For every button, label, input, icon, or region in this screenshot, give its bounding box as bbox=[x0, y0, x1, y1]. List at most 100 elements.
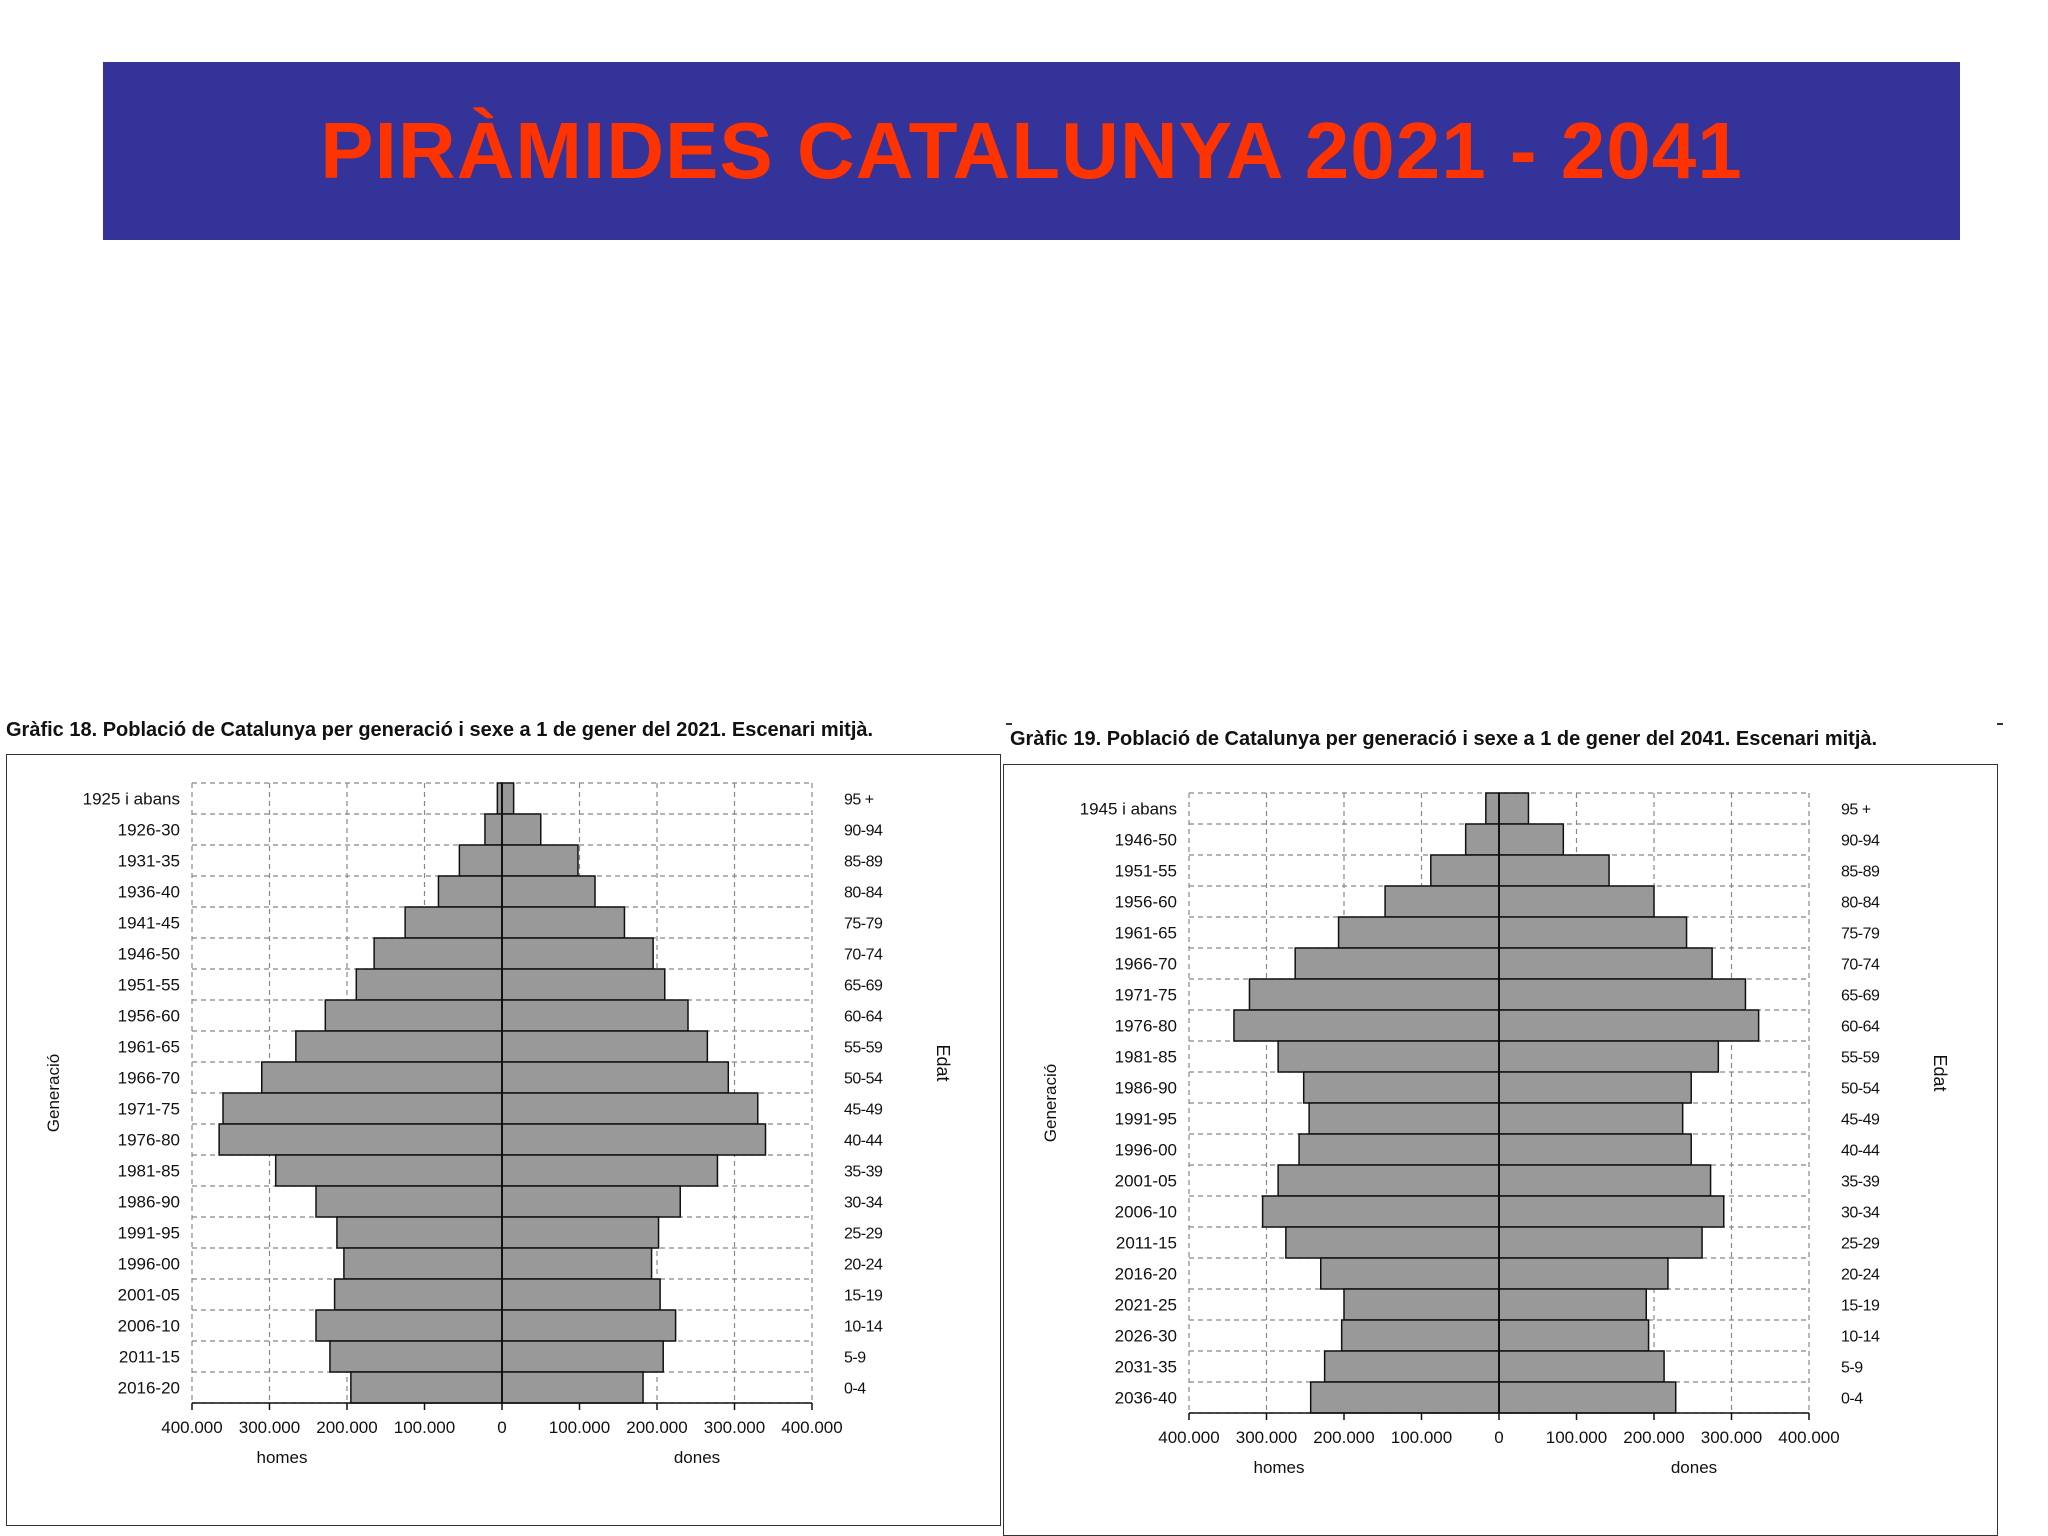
bar-homes bbox=[274, 1154, 503, 1187]
bar-dones bbox=[501, 1061, 730, 1094]
bar-dones bbox=[1498, 1257, 1669, 1290]
bar-homes bbox=[315, 1185, 503, 1218]
age-label: 15-19 bbox=[1841, 1298, 1880, 1315]
bar-homes bbox=[350, 1371, 503, 1404]
bar-homes bbox=[1485, 792, 1500, 825]
ylabel-generacio: Generació bbox=[44, 1054, 63, 1132]
bar-homes bbox=[1233, 1009, 1500, 1042]
bar-homes bbox=[329, 1340, 503, 1373]
x-tick-label: 300.000 bbox=[1701, 1428, 1762, 1447]
age-label: 5-9 bbox=[1841, 1360, 1863, 1377]
age-label: 55-59 bbox=[1841, 1050, 1880, 1067]
bar-dones bbox=[1498, 1164, 1712, 1197]
bar-homes bbox=[1337, 916, 1500, 949]
x-tick-label: 400.000 bbox=[1158, 1428, 1219, 1447]
corner-mark bbox=[1006, 723, 1012, 725]
x-tick-label: 200.000 bbox=[626, 1418, 687, 1437]
generation-label: 2021-25 bbox=[1115, 1296, 1177, 1315]
x-tick-label: 200.000 bbox=[316, 1418, 377, 1437]
xlabel-dones: dones bbox=[674, 1448, 720, 1467]
bar-dones bbox=[1498, 885, 1655, 918]
xlabel-homes: homes bbox=[1253, 1458, 1304, 1477]
bar-homes bbox=[437, 875, 503, 908]
bar-dones bbox=[501, 1030, 709, 1063]
age-label: 80-84 bbox=[1841, 895, 1880, 912]
bar-dones bbox=[501, 1092, 759, 1125]
bar-homes bbox=[343, 1247, 503, 1280]
age-label: 10-14 bbox=[1841, 1329, 1880, 1346]
x-tick-label: 400.000 bbox=[781, 1418, 842, 1437]
age-label: 50-54 bbox=[1841, 1081, 1880, 1098]
chart-2041-pyramid: 400.000 300.000 200.000 100.000 0 100.000 200.… bbox=[1041, 792, 1950, 1477]
age-label: 45-49 bbox=[1841, 1112, 1880, 1129]
generation-label: 1996-00 bbox=[118, 1255, 180, 1274]
generation-label: 1986-90 bbox=[1115, 1079, 1177, 1098]
chart-2041-frame: 400.000 300.000 200.000 100.000 0 100.000 200.… bbox=[1003, 764, 1998, 1536]
bar-homes bbox=[484, 813, 503, 846]
bar-homes bbox=[1309, 1381, 1500, 1414]
bar-homes bbox=[295, 1030, 503, 1063]
bar-homes bbox=[373, 937, 503, 970]
age-label: 70-74 bbox=[844, 947, 883, 964]
age-label: 5-9 bbox=[844, 1350, 866, 1367]
age-label: 40-44 bbox=[1841, 1143, 1880, 1160]
age-label: 10-14 bbox=[844, 1319, 883, 1336]
bar-homes bbox=[1340, 1319, 1500, 1352]
chart-2041-title: Gràfic 19. Població de Catalunya per gen… bbox=[1010, 728, 2010, 751]
bar-homes bbox=[1248, 978, 1500, 1011]
x-tick-label: 300.000 bbox=[1236, 1428, 1297, 1447]
bar-dones bbox=[501, 813, 542, 846]
x-tick-label: 300.000 bbox=[239, 1418, 300, 1437]
bar-dones bbox=[1498, 916, 1688, 949]
generation-label: 1971-75 bbox=[1115, 986, 1177, 1005]
age-label: 0-4 bbox=[1841, 1391, 1863, 1408]
bar-homes bbox=[1294, 947, 1500, 980]
age-label: 0-4 bbox=[844, 1381, 866, 1398]
bar-homes bbox=[1323, 1350, 1500, 1383]
age-label: 40-44 bbox=[844, 1133, 883, 1150]
generation-label: 2011-15 bbox=[1116, 1234, 1177, 1253]
age-label: 30-34 bbox=[1841, 1205, 1880, 1222]
generation-label: 2026-30 bbox=[1115, 1327, 1177, 1346]
generation-label: 2036-40 bbox=[1115, 1389, 1177, 1408]
bar-dones bbox=[1498, 1195, 1725, 1228]
ylabel-generacio: Generació bbox=[1041, 1064, 1060, 1142]
bar-homes bbox=[1343, 1288, 1500, 1321]
age-label: 90-94 bbox=[1841, 833, 1880, 850]
age-label: 20-24 bbox=[1841, 1267, 1880, 1284]
age-label: 65-69 bbox=[1841, 988, 1880, 1005]
bar-dones bbox=[501, 1247, 653, 1280]
age-label: 25-29 bbox=[844, 1226, 883, 1243]
corner-mark bbox=[1997, 723, 2003, 725]
bar-dones bbox=[1498, 1381, 1677, 1414]
bar-dones bbox=[501, 1185, 681, 1218]
x-tick-label: 200.000 bbox=[1623, 1428, 1684, 1447]
generation-label: 1986-90 bbox=[118, 1193, 180, 1212]
age-label: 35-39 bbox=[844, 1164, 883, 1181]
bar-homes bbox=[355, 968, 503, 1001]
generation-label: 2006-10 bbox=[1115, 1203, 1177, 1222]
bar-homes bbox=[1308, 1102, 1500, 1135]
generation-label: 1996-00 bbox=[1115, 1141, 1177, 1160]
bar-homes bbox=[218, 1123, 503, 1156]
bar-homes bbox=[1261, 1195, 1500, 1228]
bar-dones bbox=[1498, 947, 1713, 980]
generation-label: 2031-35 bbox=[1115, 1358, 1177, 1377]
chart-2021-title: Gràfic 18. Població de Catalunya per gen… bbox=[6, 719, 874, 741]
bar-dones bbox=[1498, 1102, 1684, 1135]
age-label: 60-64 bbox=[844, 1009, 883, 1026]
chart-2041-title-text: Gràfic 19. Població de Catalunya per gen… bbox=[1010, 728, 1878, 750]
x-tick-label: 300.000 bbox=[704, 1418, 765, 1437]
generation-label: 2011-15 bbox=[119, 1348, 180, 1367]
page-title: PIRÀMIDES CATALUNYA 2021 - 2041 bbox=[320, 106, 1743, 195]
chart-2021-pyramid: 400.000 300.000 200.000 100.000 0 100.000 200.… bbox=[44, 782, 953, 1467]
bar-homes bbox=[1302, 1071, 1500, 1104]
generation-label: 1946-50 bbox=[1115, 831, 1177, 850]
age-label: 95 + bbox=[844, 792, 874, 809]
generation-label: 1981-85 bbox=[1115, 1048, 1177, 1067]
generation-label: 1941-45 bbox=[118, 914, 180, 933]
bar-dones bbox=[501, 937, 654, 970]
bar-homes bbox=[1430, 854, 1500, 887]
bar-homes bbox=[458, 844, 503, 877]
x-tick-label: 200.000 bbox=[1313, 1428, 1374, 1447]
